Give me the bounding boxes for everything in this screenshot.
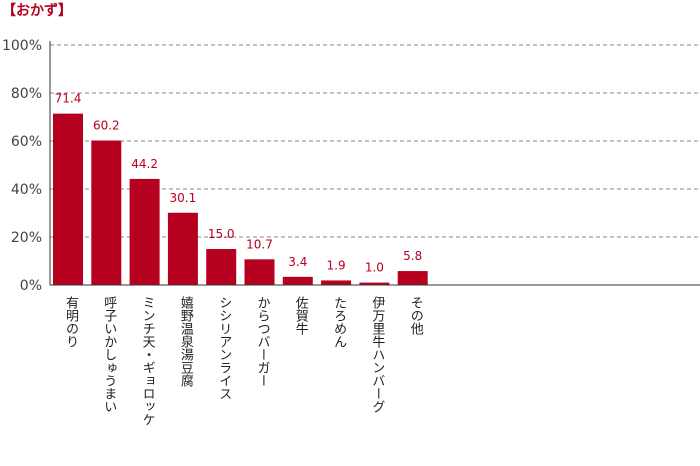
- bar: [282, 276, 313, 285]
- bar-value-label: 1.0: [365, 261, 384, 275]
- bar: [359, 282, 390, 285]
- x-category-label: 嬉野温泉湯豆腐: [177, 296, 193, 387]
- bar: [244, 259, 275, 285]
- x-category-label: 有明のり: [63, 296, 78, 348]
- bar-value-label: 1.9: [327, 258, 346, 272]
- x-category-label: からつバーガー: [254, 296, 270, 387]
- bar: [397, 271, 428, 285]
- bar-value-label: 5.8: [403, 249, 422, 263]
- bar: [167, 212, 198, 285]
- y-tick-label: 100%: [2, 38, 42, 54]
- bar-value-label: 15.0: [208, 227, 235, 241]
- bar: [129, 178, 160, 285]
- x-category-label: シシリアンライス: [216, 296, 232, 400]
- value-labels: 71.4 60.2 44.2 30.1 15.0 10.7 3.4 1.9 1.0 5.8: [55, 92, 423, 275]
- bars: [53, 113, 428, 285]
- y-tick-label: 60%: [11, 134, 42, 150]
- x-category-label: 伊万里牛ハンバーグ: [369, 296, 385, 413]
- bar-value-label: 3.4: [288, 255, 307, 269]
- chart-title: 【おかず】: [2, 3, 72, 19]
- x-category-label: 佐賀牛: [292, 296, 308, 335]
- x-category-label: ミンチ天・ギョロッケ: [139, 296, 155, 426]
- grid-lines: [50, 44, 700, 238]
- bar: [91, 140, 122, 285]
- y-tick-label: 20%: [11, 230, 42, 246]
- x-category-label: 呼子いかしゅうまい: [101, 296, 117, 413]
- y-tick-label: 80%: [11, 86, 42, 102]
- bar-value-label: 44.2: [131, 157, 158, 171]
- x-category-label: その他: [407, 296, 423, 335]
- bar-value-label: 30.1: [170, 191, 197, 205]
- bar-value-label: 10.7: [246, 237, 273, 251]
- bar-value-label: 71.4: [55, 92, 82, 106]
- bar: [206, 249, 237, 285]
- x-category-label: たろめん: [331, 296, 347, 348]
- y-tick-label: 0%: [20, 278, 42, 294]
- bar: [321, 280, 352, 285]
- bar: [53, 113, 83, 285]
- bar-value-label: 60.2: [93, 119, 120, 133]
- y-tick-label: 40%: [11, 182, 42, 198]
